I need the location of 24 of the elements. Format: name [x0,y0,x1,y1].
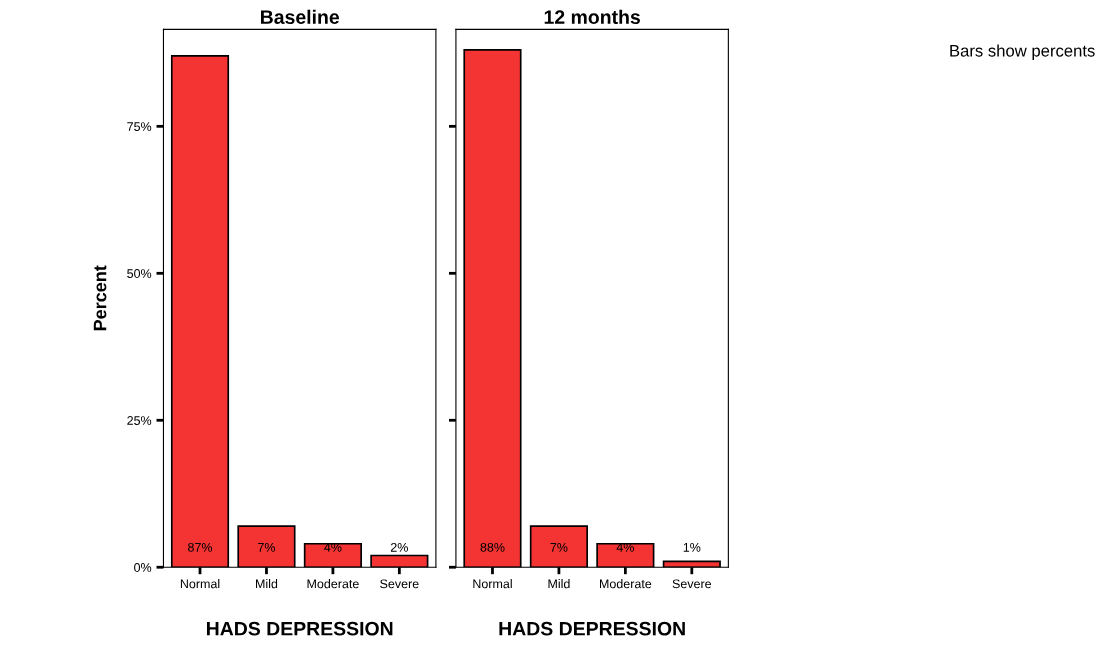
data-label: 87% [188,542,213,552]
y-tick-label: 50% [127,269,152,278]
x-axis-title: HADS DEPRESSION [499,621,685,636]
x-tick-label: Moderate [599,579,652,589]
data-label: 88% [480,542,505,552]
text: Bars show percents [950,44,1095,60]
x-tick-label: Severe [672,579,712,589]
y-tick-label: 25% [127,416,152,425]
x-tick-label: Moderate [307,579,359,589]
x-axis-title: HADS DEPRESSION [206,621,393,636]
data-label: 7% [258,542,276,552]
x-tick-label: Normal [180,579,220,589]
y-axis-title: Percent [93,265,107,331]
data-label: 7% [550,542,568,552]
y-tick-label: 75% [127,122,152,131]
y-tick-label: 0% [134,563,152,572]
x-tick-label: Severe [380,579,419,589]
x-tick-label: Mild [256,579,278,589]
data-label: 2% [390,542,408,552]
x-tick-label: Normal [473,579,512,589]
chart-title: Baseline [261,9,340,24]
chart-title: 12 months [544,9,640,24]
x-tick-label: Mild [548,579,570,589]
data-label: 1% [683,542,701,552]
